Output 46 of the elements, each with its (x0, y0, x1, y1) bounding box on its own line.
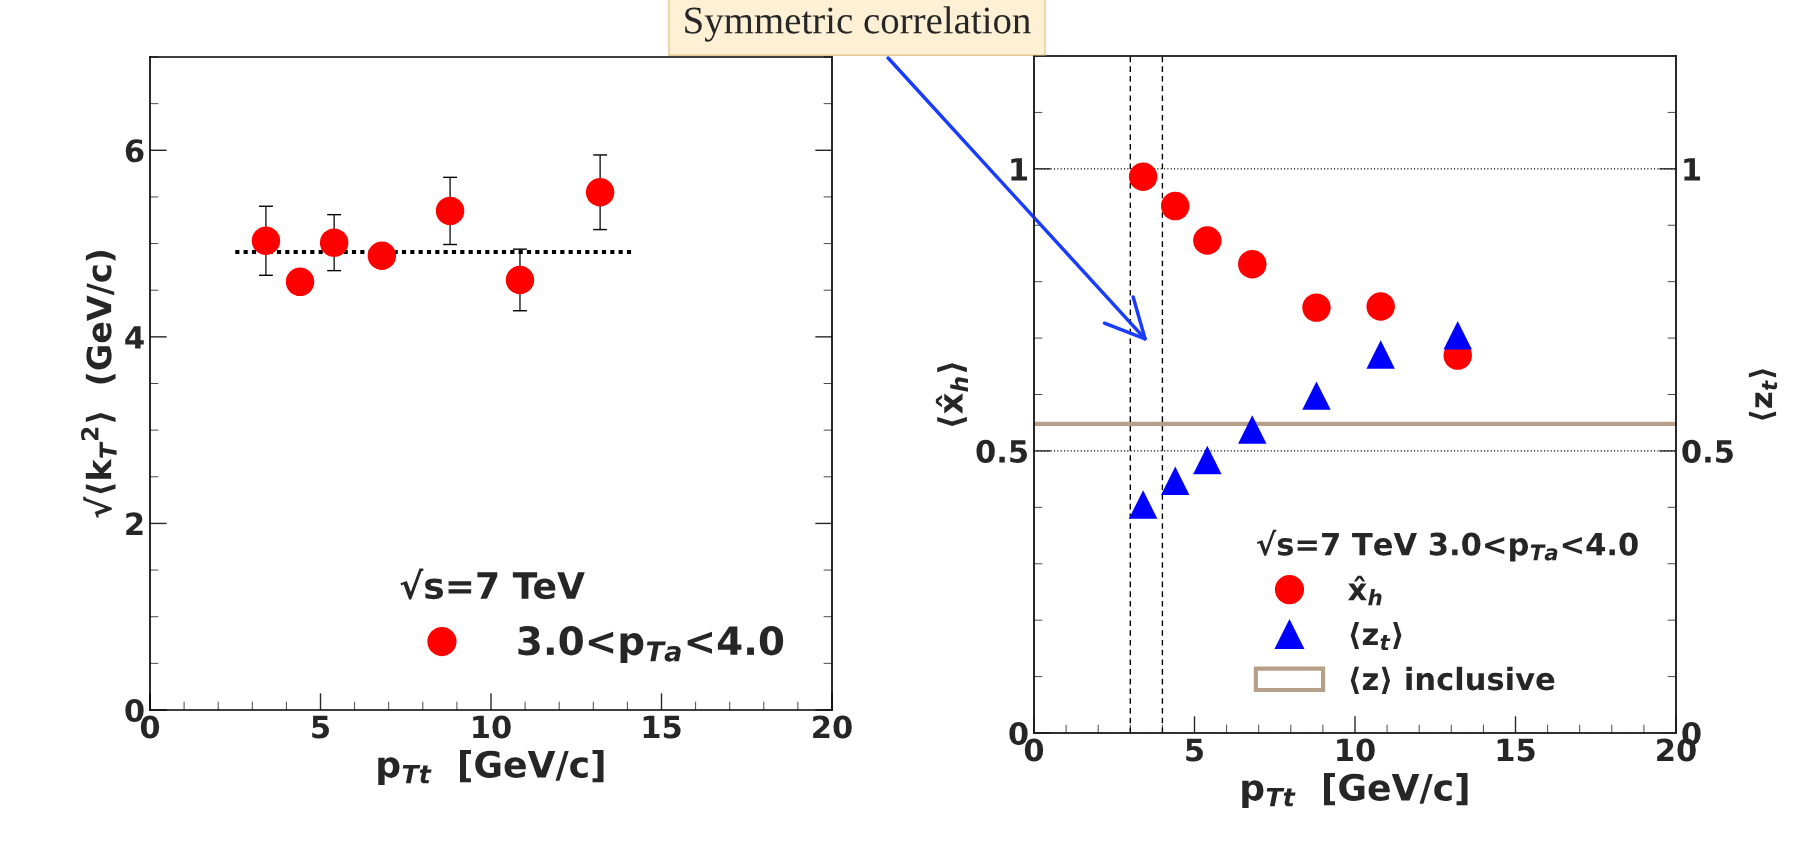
point (1128, 162, 1158, 191)
y-tick-label: 6 (125, 139, 144, 163)
point (367, 241, 397, 270)
y-axis-title: √⟨k$_{T}$$^{2}$⟩ (GeV/c) (81, 251, 117, 518)
legend-title: √s=7 TeV (400, 568, 585, 600)
point (1193, 445, 1222, 475)
legend-label: x̂$_{h}$ (1347, 575, 1382, 606)
point (319, 228, 349, 257)
x-tick-label: 5 (312, 715, 329, 739)
text: Symmetric correlation (685, 6, 1031, 42)
y-tick-label: 4 (125, 326, 144, 349)
y-tick-label: 0.5 (976, 439, 1028, 463)
x-tick-label: 10 (1337, 738, 1375, 762)
x-tick-label: 15 (1497, 738, 1535, 762)
x-axis-title: p$_{Tt}$ [GeV/c] (378, 749, 604, 785)
point (1193, 226, 1222, 255)
point (585, 178, 615, 207)
point (1366, 340, 1395, 369)
x-tick-label: 10 (473, 715, 511, 739)
point (1443, 321, 1472, 350)
y2-axis-title: ⟨z$_{t}$⟩ (1748, 369, 1778, 420)
x-tick-label: 5 (1186, 738, 1203, 762)
point (251, 226, 281, 255)
y-axis-title: ⟨x̂$_{h}$⟩ (935, 363, 968, 426)
point (285, 267, 315, 297)
x-axis-title: p$_{Tt}$ [GeV/c] (1242, 772, 1468, 808)
point (435, 196, 465, 226)
x-tick-label: 20 (813, 715, 852, 739)
y-tick-label: 1 (1011, 158, 1028, 181)
x-tick-label: 15 (643, 715, 681, 739)
point (1238, 415, 1267, 444)
point (1238, 249, 1267, 279)
y-tick-label: 2 (126, 512, 143, 536)
legend-label: ⟨z⟩ inclusive (1350, 666, 1555, 695)
point (1128, 490, 1158, 519)
point (1302, 293, 1331, 322)
y2-tick-label: 0.5 (1682, 439, 1733, 463)
point (505, 265, 535, 295)
legend-title: √s=7 TeV 3.0<p$_{Ta}$<4.0 (1257, 529, 1638, 562)
point (1161, 191, 1190, 221)
legend-label: ⟨z$_{t}$⟩ (1350, 621, 1402, 651)
point (1161, 466, 1190, 496)
y2-tick-label: 1 (1684, 158, 1701, 181)
point (1366, 292, 1395, 321)
point (1302, 381, 1331, 410)
legend-label: 3.0<p$_{Ta}$<4.0 (518, 626, 784, 663)
